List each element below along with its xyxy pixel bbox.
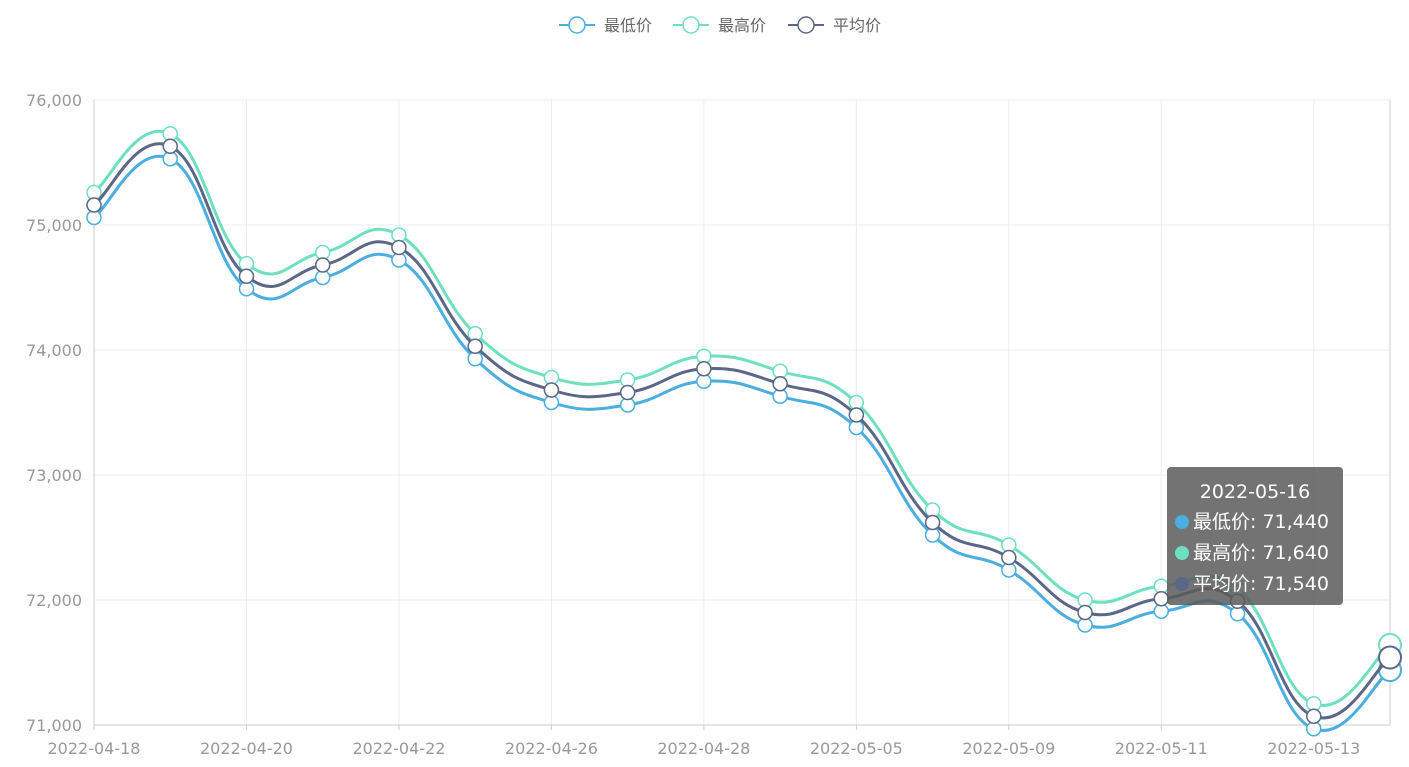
x-tick-label: 2022-05-05 <box>810 739 903 758</box>
point-avg <box>1378 645 1402 670</box>
tooltip-row-high: 最高价: 71,640 <box>1175 538 1335 569</box>
x-tick-label: 2022-04-28 <box>657 739 750 758</box>
point-avg <box>1077 604 1093 621</box>
series-line-high <box>93 129 1391 707</box>
point-avg <box>467 338 483 354</box>
tooltip-dot-avg <box>1175 577 1189 591</box>
tooltip-row-low: 最低价: 71,440 <box>1175 507 1335 538</box>
point-avg <box>772 376 788 392</box>
x-tick-label: 2022-04-20 <box>200 739 293 758</box>
y-tick-label: 76,000 <box>26 91 82 110</box>
legend-label-avg: 平均价 <box>833 16 881 35</box>
point-avg <box>924 514 941 531</box>
series-line-low <box>93 154 1391 732</box>
point-avg <box>391 239 407 256</box>
series-line-avg <box>93 142 1391 720</box>
legend-marker-high <box>682 16 700 34</box>
tooltip-text-avg: 平均价: 71,540 <box>1193 573 1329 595</box>
point-avg <box>314 257 331 273</box>
x-tick-label: 2022-04-26 <box>505 739 598 758</box>
x-tick-label: 2022-05-09 <box>962 739 1055 758</box>
x-tick-label: 2022-05-13 <box>1267 739 1360 758</box>
tooltip-date: 2022-05-16 <box>1199 481 1311 503</box>
y-tick-label: 71,000 <box>26 716 82 735</box>
point-avg <box>1306 708 1322 724</box>
tooltip-dot-high <box>1175 546 1189 560</box>
y-tick-label: 73,000 <box>26 466 82 485</box>
point-avg <box>1001 549 1017 566</box>
tooltip-dot-low <box>1175 515 1189 529</box>
legend-marker-avg <box>797 16 815 34</box>
legend-label-high: 最高价 <box>718 16 766 35</box>
point-avg <box>848 407 865 423</box>
x-tick-label: 2022-05-11 <box>1115 739 1208 758</box>
point-avg <box>619 384 636 401</box>
tooltip: 2022-05-16 最低价: 71,440 最高价: 71,640 平均价: … <box>1167 467 1343 605</box>
point-avg <box>696 361 712 377</box>
point-avg <box>86 197 102 213</box>
y-tick-label: 74,000 <box>26 341 82 360</box>
x-tick-label: 2022-04-22 <box>352 739 445 758</box>
legend-marker-low <box>568 16 586 34</box>
x-tick-label: 2022-04-18 <box>48 739 141 758</box>
point-avg <box>162 138 178 154</box>
tooltip-text-high: 最高价: 71,640 <box>1193 542 1329 564</box>
point-avg <box>543 382 560 398</box>
y-tick-label: 75,000 <box>26 216 82 235</box>
legend-label-low: 最低价 <box>604 16 652 35</box>
tooltip-text-low: 最低价: 71,440 <box>1193 511 1329 533</box>
tooltip-row-avg: 平均价: 71,540 <box>1175 569 1335 600</box>
y-tick-label: 72,000 <box>26 591 82 610</box>
point-avg <box>238 268 255 284</box>
